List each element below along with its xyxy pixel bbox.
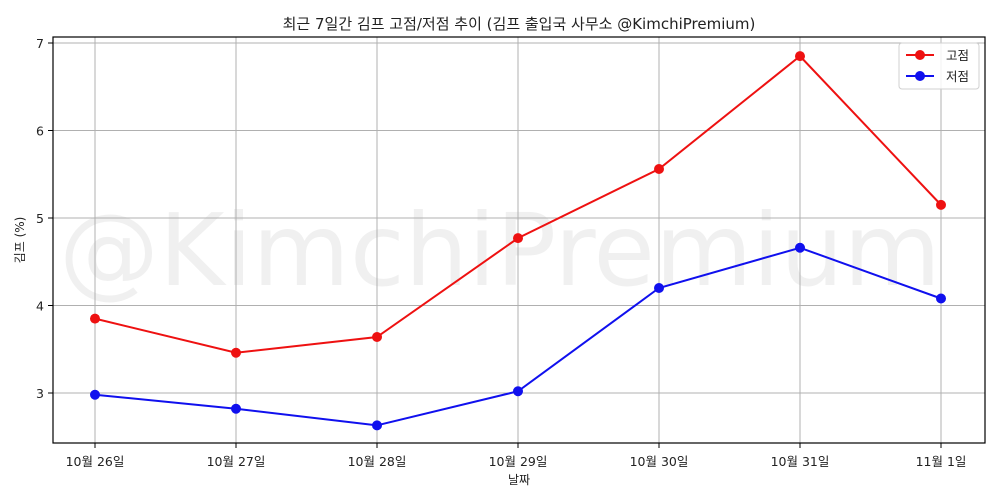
data-point-marker (513, 233, 523, 244)
data-point-marker (795, 51, 805, 62)
x-tick-label: 10월 29일 (489, 454, 548, 469)
x-tick-label: 10월 30일 (630, 454, 689, 469)
data-point-marker (513, 386, 523, 397)
data-point-marker (795, 242, 805, 253)
data-point-marker (90, 313, 100, 324)
data-point-marker (231, 347, 241, 358)
chart-title: 최근 7일간 김프 고점/저점 추이 (김프 출입국 사무소 @KimchiPr… (283, 15, 756, 33)
series-low (90, 242, 946, 431)
y-tick-label: 3 (36, 386, 44, 401)
data-point-marker (936, 293, 946, 304)
data-point-marker (372, 332, 382, 342)
x-tick-label: 11월 1일 (916, 454, 967, 469)
x-axis-label: 날짜 (508, 473, 530, 487)
plot-frame (52, 36, 986, 444)
y-tick-label: 5 (36, 211, 44, 226)
y-tick-label: 7 (36, 36, 44, 51)
x-tick-label: 10월 31일 (771, 454, 830, 469)
x-tick-label: 10월 26일 (66, 454, 125, 469)
data-point-marker (90, 389, 100, 400)
y-tick-label: 4 (36, 299, 44, 314)
x-tick-label: 10월 27일 (207, 454, 266, 469)
gridlines (53, 37, 985, 443)
y-tick-label: 6 (36, 124, 44, 139)
x-axis-ticks: 10월 26일 10월 27일 10월 28일 10월 29일 10월 30일 10월 3… (66, 443, 967, 469)
legend-label: 저점 (946, 69, 969, 84)
data-point-marker (654, 283, 664, 293)
legend-marker (915, 50, 925, 60)
y-axis-label: 김프 (%) (13, 217, 27, 264)
data-point-marker (936, 199, 946, 210)
legend-marker (915, 71, 925, 81)
series-lines (90, 51, 946, 431)
data-point-marker (654, 164, 664, 174)
y-axis-ticks: 3 4 5 6 7 (36, 36, 53, 401)
data-point-marker (231, 403, 241, 414)
legend-label: 고점 (946, 48, 969, 63)
x-tick-label: 10월 28일 (348, 454, 407, 469)
data-point-marker (372, 420, 382, 431)
series-high (90, 51, 946, 358)
